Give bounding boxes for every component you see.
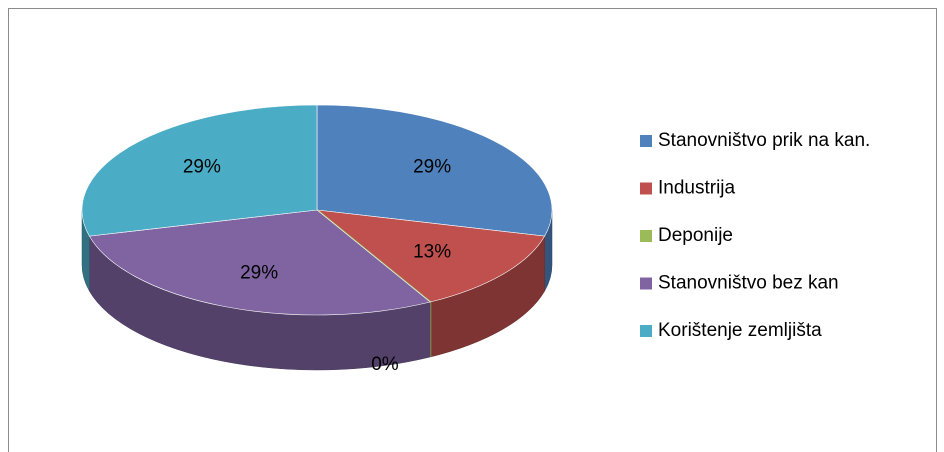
slice xyxy=(316,104,553,237)
slice xyxy=(81,104,318,237)
legend-label: Deponije xyxy=(658,225,733,246)
legend-swatch xyxy=(640,277,652,290)
data-label: 29% xyxy=(183,157,221,178)
data-label: 29% xyxy=(240,263,278,284)
legend-label: Industrija xyxy=(658,178,736,199)
slice xyxy=(88,209,431,316)
legend-swatch xyxy=(640,325,652,337)
legend-label: Korištenje zemljišta xyxy=(658,320,822,341)
slice xyxy=(316,209,546,303)
legend-label: Stanovništvo bez kan xyxy=(658,273,839,294)
legend-label: Stanovništvo prik na kan. xyxy=(658,130,870,151)
legend-swatch xyxy=(640,135,652,147)
data-label: 29% xyxy=(413,157,451,178)
data-label: 13% xyxy=(413,241,451,262)
legend-swatch xyxy=(640,230,652,242)
data-label: 0% xyxy=(371,354,399,375)
legend-swatch xyxy=(640,182,652,195)
